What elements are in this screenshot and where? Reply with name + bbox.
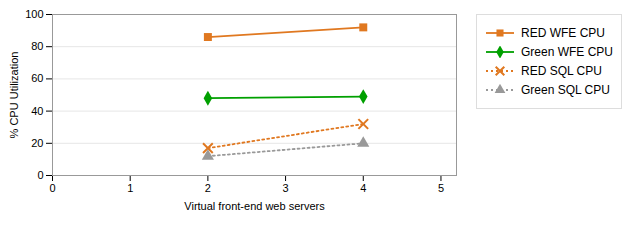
html-text:Green WFE CPU: Green WFE CPU [521,45,613,59]
html-text:RED SQL CPU: RED SQL CPU [521,64,602,78]
svg-text:% CPU Utilization: % CPU Utilization [8,52,20,139]
svg-text:20: 20 [31,137,43,149]
svg-text:1: 1 [127,182,133,194]
svg-text:5: 5 [438,182,444,194]
svg-text:2: 2 [205,182,211,194]
html-text:RED WFE CPU: RED WFE CPU [521,26,605,40]
svg-text:40: 40 [31,105,43,117]
svg-text:100: 100 [25,8,43,20]
svg-text:Virtual front-end web servers: Virtual front-end web servers [184,200,325,212]
svg-text:80: 80 [31,40,43,52]
svg-text:4: 4 [360,182,366,194]
svg-text:0: 0 [37,169,43,181]
svg-text:0: 0 [49,182,55,194]
html-text:Green SQL CPU: Green SQL CPU [521,83,610,97]
svg-text:3: 3 [283,182,289,194]
svg-text:60: 60 [31,72,43,84]
